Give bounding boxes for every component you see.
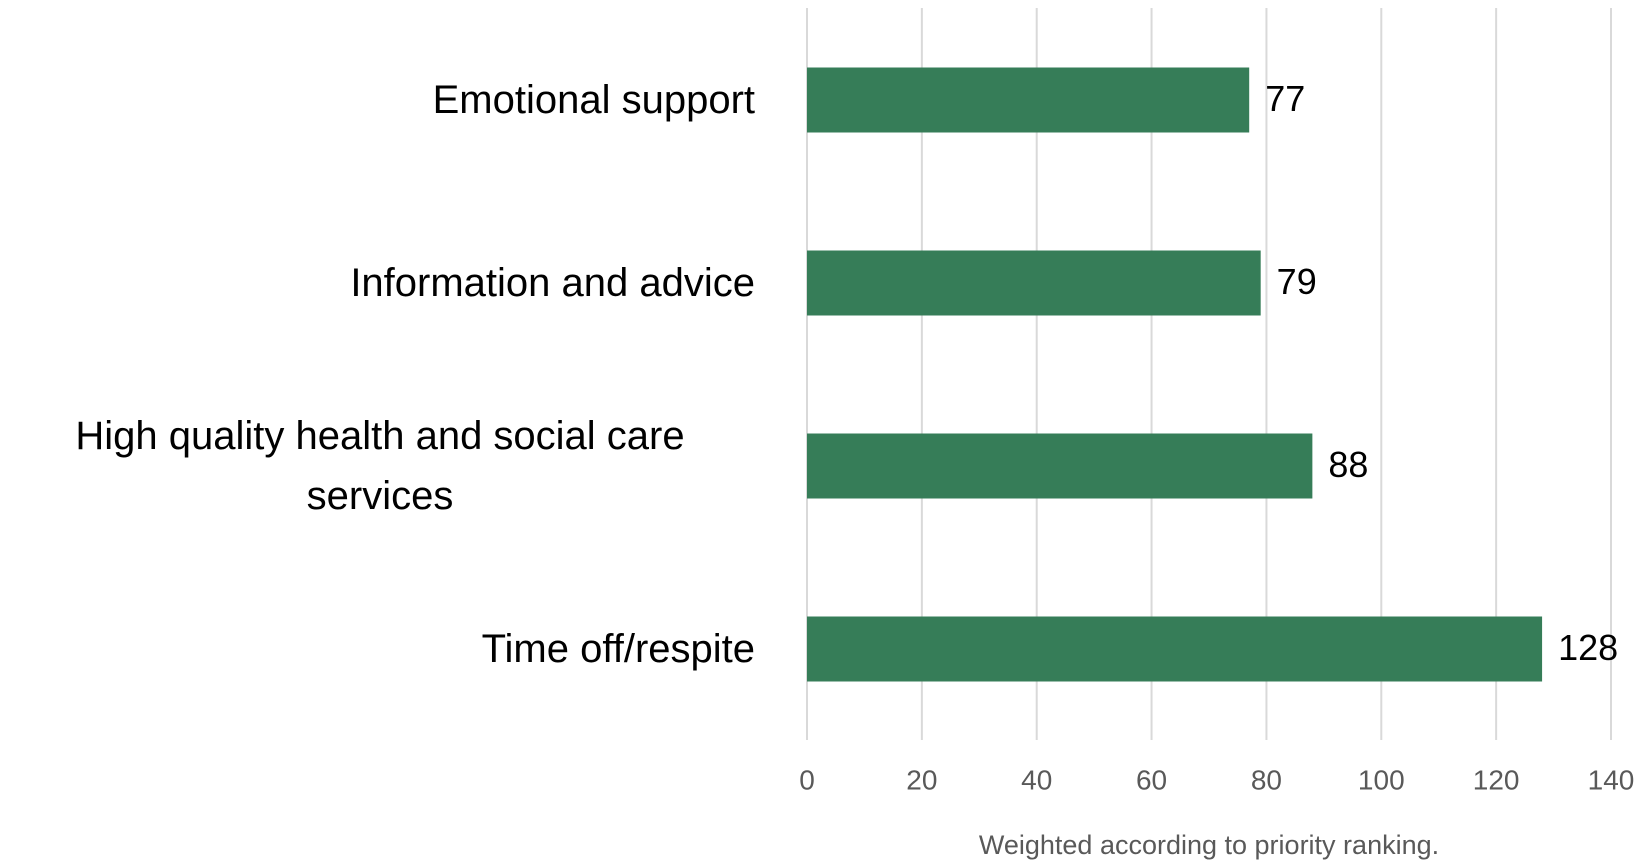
bar [807,616,1543,682]
x-tick-label: 0 [799,764,815,795]
x-tick-label: 100 [1358,764,1405,795]
x-tick-label: 120 [1473,764,1520,795]
x-tick-label: 40 [1021,764,1052,795]
category-label: Time off/respite [481,626,755,671]
x-tick-label: 140 [1588,764,1635,795]
x-tick-label: 60 [1136,764,1167,795]
bar [807,433,1313,499]
category-label: High quality health and social care serv… [75,413,685,518]
bar [807,250,1261,316]
x-tick-label: 80 [1251,764,1282,795]
x-tick-label: 20 [906,764,937,795]
x-axis-label: Weighted according to priority ranking. [979,830,1439,860]
data-label: 88 [1328,444,1368,485]
data-label: 77 [1265,78,1305,119]
data-label: 128 [1558,627,1618,668]
bar [807,67,1250,133]
category-label: Emotional support [432,77,755,122]
category-label: Information and advice [350,260,755,305]
data-label: 79 [1277,261,1317,302]
